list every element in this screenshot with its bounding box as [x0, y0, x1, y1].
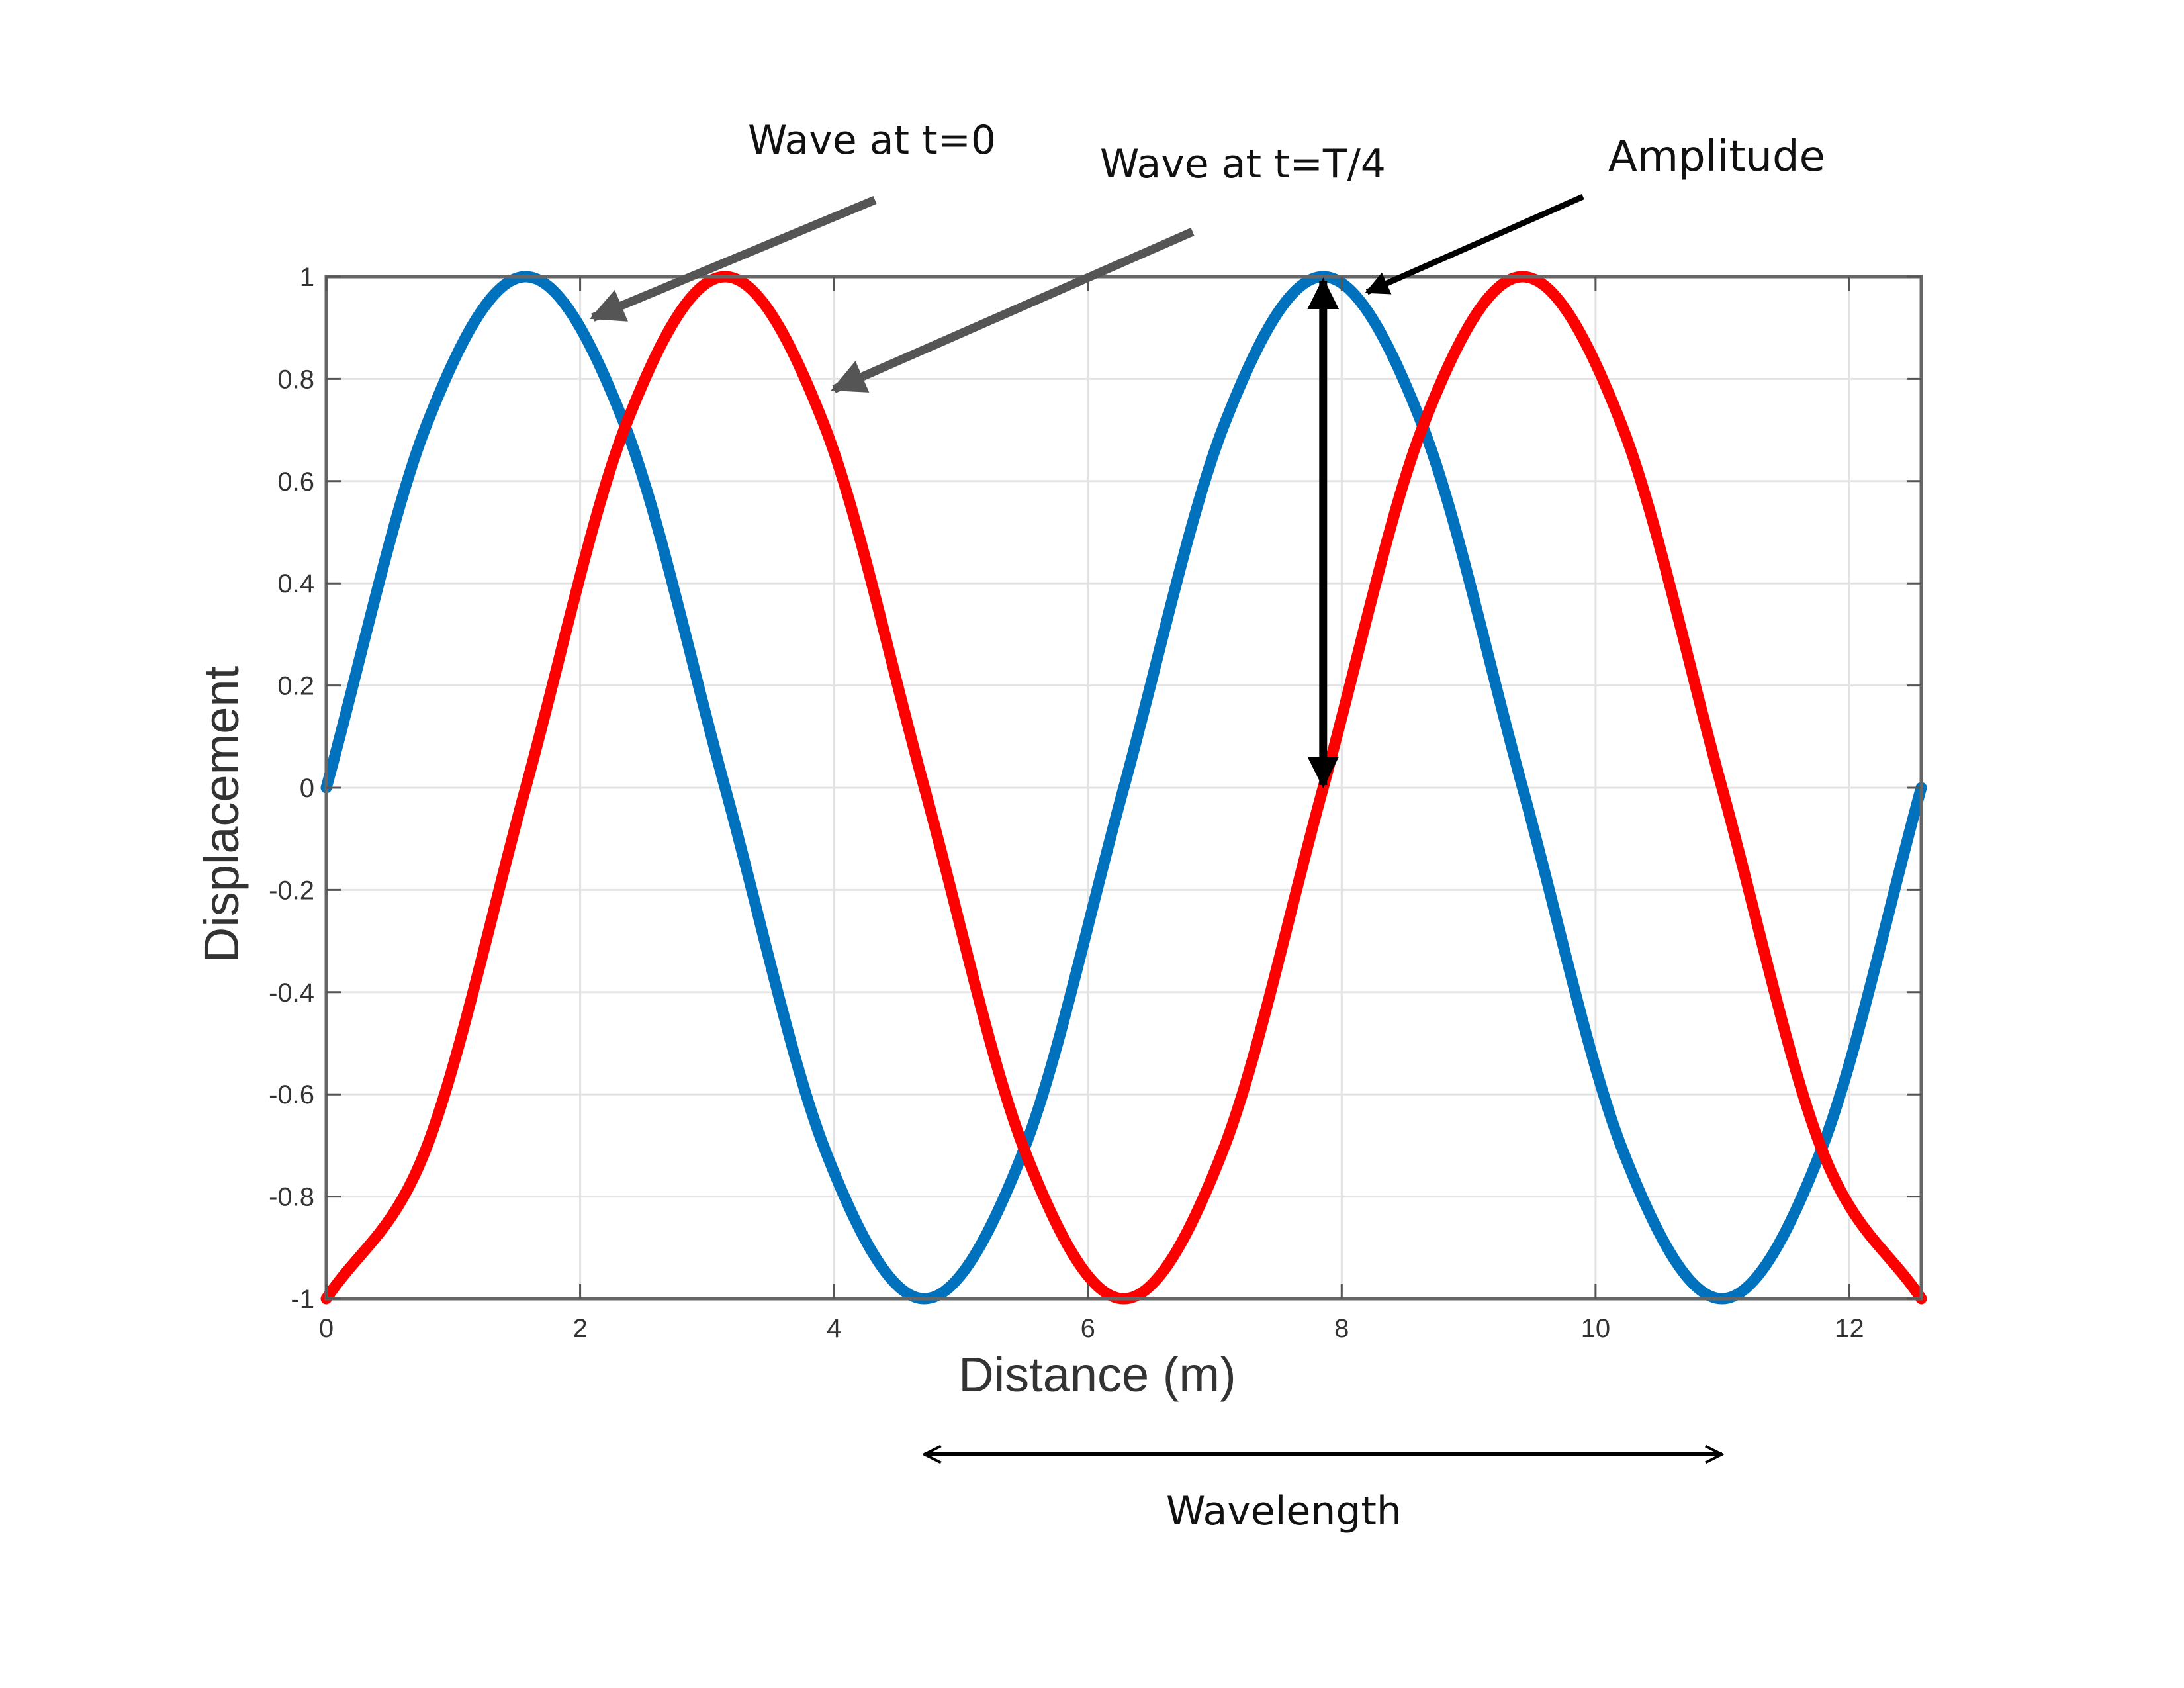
wave-t4-label: Wave at t=T/4	[1100, 141, 1386, 187]
y-tick-label: -0.2	[269, 876, 314, 905]
y-axis-label: Displacement	[194, 665, 249, 962]
wave-t0-label: Wave at t=0	[748, 117, 996, 164]
x-tick-label: 2	[572, 1314, 587, 1343]
x-tick-label: 8	[1334, 1314, 1349, 1343]
y-tick-label: 1	[300, 263, 314, 292]
x-tick-label: 4	[827, 1314, 841, 1343]
y-tick-label: -0.6	[269, 1080, 314, 1109]
wavelength-label: Wavelength	[1166, 1488, 1402, 1534]
series-line-wave-t0	[320, 271, 1927, 1305]
amplitude-pointer-arrow	[1365, 193, 1584, 295]
amplitude-label: Amplitude	[1608, 132, 1825, 181]
x-tick-label: 0	[319, 1314, 334, 1343]
y-tick-label: 0	[300, 774, 314, 803]
x-tick-label: 10	[1581, 1314, 1611, 1343]
x-tick-label: 6	[1081, 1314, 1095, 1343]
x-axis-label: Distance (m)	[958, 1347, 1236, 1402]
y-tick-label: 0.6	[277, 467, 314, 496]
y-tick-label: 0.8	[277, 365, 314, 394]
x-tick-label: 12	[1835, 1314, 1864, 1343]
y-tick-label: 0.2	[277, 672, 314, 701]
wave-t0-arrow	[589, 196, 877, 322]
y-tick-label: -1	[291, 1285, 314, 1314]
wave-t4-arrow	[831, 228, 1195, 393]
y-tick-label: -0.8	[269, 1183, 314, 1212]
axis-ticks: 0 2 4 6 8 10 12 1 0.8 0.6 0.4 0.2 0 -0.2 -0.4 -0.6 -0.8 -…	[269, 263, 1921, 1343]
annotations: Wave at t=0 Wave at t=T/4 Amplitude Wave…	[589, 117, 1825, 1534]
y-tick-label: 0.4	[277, 569, 314, 598]
y-tick-label: -0.4	[269, 978, 314, 1008]
